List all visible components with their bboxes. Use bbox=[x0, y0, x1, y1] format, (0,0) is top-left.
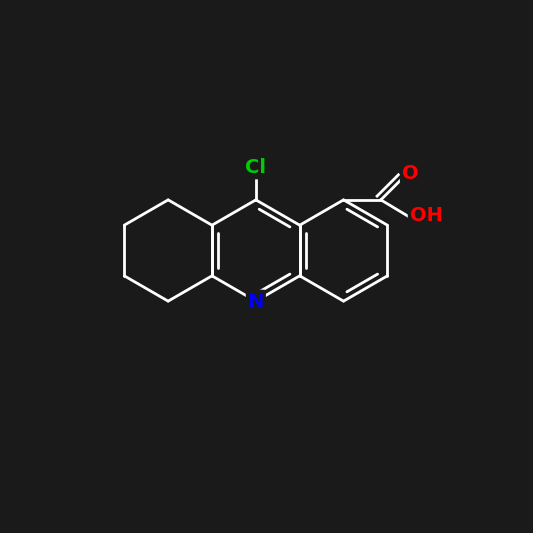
Text: O: O bbox=[402, 164, 418, 183]
Text: Cl: Cl bbox=[245, 158, 266, 177]
Text: N: N bbox=[248, 292, 264, 311]
Text: OH: OH bbox=[410, 206, 442, 225]
